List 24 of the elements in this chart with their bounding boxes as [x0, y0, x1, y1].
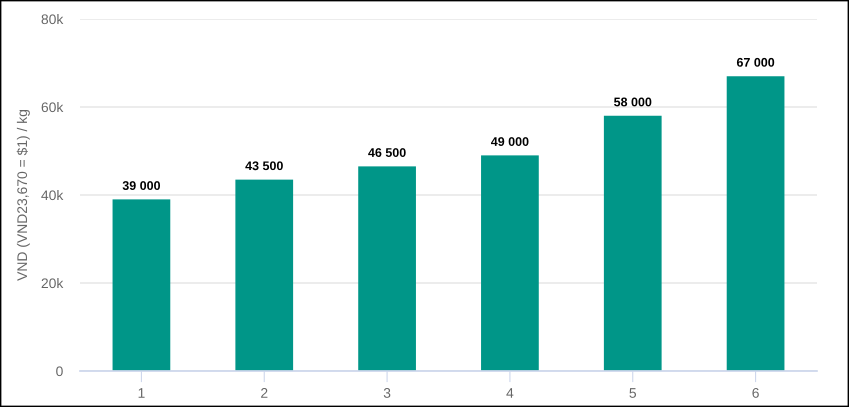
data-label: 67 000 — [736, 58, 774, 67]
y-tick-label: 40k — [41, 190, 64, 200]
bar — [358, 166, 416, 371]
data-label: 43 500 — [245, 161, 283, 170]
x-tick-label: 3 — [384, 388, 390, 398]
x-tick-label: 1 — [138, 388, 145, 398]
y-tick-label: 20k — [42, 278, 64, 288]
x-tick-label: 2 — [261, 388, 268, 398]
y-axis-title: VND (VND23,670 = $1) / kg — [16, 110, 30, 281]
bar — [481, 155, 539, 371]
y-tick-label: 0 — [56, 366, 63, 376]
x-tick-label: 6 — [752, 388, 759, 398]
y-tick-label: 80k — [42, 14, 64, 24]
bar — [235, 180, 294, 371]
data-label: 49 000 — [490, 137, 529, 146]
data-label: 39 000 — [122, 181, 160, 190]
y-tick-label: 60k — [42, 102, 64, 112]
data-label: 46 500 — [368, 148, 406, 157]
x-tick-label: 4 — [506, 388, 514, 398]
data-label: 58 000 — [614, 98, 652, 106]
bar — [604, 116, 662, 371]
bar — [112, 199, 170, 371]
x-tick-label: 5 — [629, 388, 636, 398]
bar — [726, 76, 784, 371]
